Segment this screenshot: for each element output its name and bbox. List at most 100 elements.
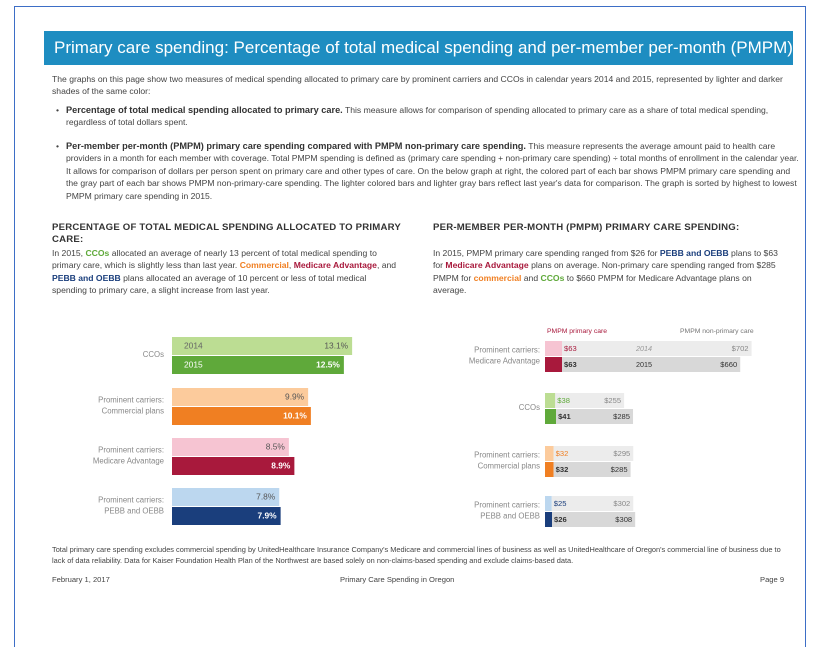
text-segment: This measure represents the average amou… — [66, 141, 799, 201]
intro: The graphs on this page show two measure… — [52, 74, 783, 97]
group-label: PEBB and OEBB — [480, 512, 540, 521]
text-segment: Commercial — [239, 260, 289, 271]
non-primary-bar — [555, 393, 625, 408]
primary-label: $38 — [557, 396, 570, 405]
bar — [172, 337, 353, 355]
value-label: 7.8% — [256, 492, 276, 502]
text-segment: , — [288, 260, 294, 271]
text-segment: commercial — [473, 272, 522, 283]
primary-label: $63 — [564, 344, 577, 353]
group-label: Commercial plans — [478, 462, 540, 471]
bar — [172, 407, 311, 425]
text-segment: This measure allows for comparison of sp… — [66, 105, 769, 128]
text-segment: Medicare Advantage — [293, 260, 377, 271]
text-segment: Medicare Advantage — [445, 260, 529, 271]
charts: CCOs 13.1% 2014 12.5% 2015 Prominent carriers… — [93, 328, 754, 527]
value-label: 13.1% — [324, 341, 348, 351]
page-frame — [14, 6, 806, 647]
text-segment: , and — [376, 260, 397, 271]
group-label: Medicare Advantage — [93, 457, 164, 466]
text-segment: plans allocated an average of 10 percent… — [52, 272, 367, 296]
primary-label: $32 — [556, 465, 569, 474]
bar — [172, 356, 344, 374]
group-label: PEBB and OEBB — [104, 507, 164, 516]
text-segment: CCOs — [540, 272, 565, 283]
primary-label: $25 — [554, 499, 567, 508]
non-primary-bar — [551, 496, 634, 511]
footer-date: February 1, 2017 — [52, 575, 110, 584]
group-label: Prominent carriers: — [474, 501, 540, 510]
primary-bar — [545, 409, 557, 424]
text-segment: and — [521, 272, 541, 283]
header-title: Primary care spending: Percentage of tot… — [44, 31, 793, 65]
bullet: Per-member per-month (PMPM) primary care… — [52, 140, 801, 202]
non-primary-bar — [562, 341, 752, 356]
section-text: In 2015, PMPM primary care spending rang… — [433, 247, 783, 297]
year-label: 2015 — [184, 360, 203, 370]
year-label: 2014 — [635, 344, 652, 353]
value-label: 7.9% — [258, 511, 278, 521]
primary-label: $63 — [564, 360, 577, 369]
bar — [172, 507, 281, 525]
non-primary-bar — [562, 357, 741, 372]
year-label: 2014 — [184, 341, 203, 351]
non-primary-label: $702 — [732, 344, 749, 353]
bullet: Percentage of total medical spending all… — [52, 104, 801, 129]
value-label: 8.9% — [271, 461, 291, 471]
group-label: CCOs — [519, 403, 540, 412]
footer-page: Page 9 — [760, 575, 785, 584]
text-segment: In 2015, PMPM primary care spending rang… — [433, 248, 660, 258]
text-segment: plans on average. Non-primary care spend… — [433, 260, 776, 283]
non-primary-label: $302 — [613, 499, 630, 508]
footer-title: Primary Care Spending in Oregon — [340, 575, 455, 584]
group-label: Prominent carriers: — [98, 496, 164, 505]
text-segment: Percentage of total medical spending all… — [66, 105, 343, 115]
section-text: In 2015, CCOs allocated an average of ne… — [52, 247, 397, 297]
non-primary-bar — [552, 512, 636, 527]
non-primary-bar — [553, 446, 634, 461]
primary-bar — [545, 341, 563, 356]
non-primary-bar — [553, 462, 631, 477]
page: Primary care spending: Percentage of tot… — [0, 0, 813, 619]
primary-bar — [545, 446, 554, 461]
value-label: 10.1% — [283, 411, 307, 421]
text-segment: PEBB and OEBB — [52, 272, 121, 283]
text-segment: CCOs — [85, 248, 110, 258]
non-primary-bar — [556, 409, 634, 424]
primary-label: $32 — [556, 449, 569, 458]
value-label: 8.5% — [266, 442, 286, 452]
primary-bar — [545, 462, 554, 477]
text-segment: In 2015, — [52, 248, 86, 258]
bar — [172, 488, 280, 506]
value-label: 9.9% — [285, 392, 305, 402]
non-primary-label: $255 — [604, 396, 621, 405]
legend-label: PMPM non-primary care — [680, 328, 754, 335]
group-label: Prominent carriers: — [98, 446, 164, 455]
bar — [172, 388, 309, 406]
value-label: 12.5% — [316, 360, 340, 370]
non-primary-label: $285 — [613, 412, 630, 421]
text-segment: to $660 PMPM for Medicare Advantage plan… — [433, 272, 752, 296]
footnote: Total primary care spending excludes com… — [52, 545, 781, 565]
group-label: Commercial plans — [102, 407, 164, 416]
section-heading: PERCENTAGE OF TOTAL MEDICAL SPENDING ALL… — [52, 222, 401, 245]
non-primary-label: $308 — [615, 515, 632, 524]
group-label: Prominent carriers: — [474, 451, 540, 460]
group-label: Medicare Advantage — [469, 357, 540, 366]
year-label: 2015 — [636, 360, 652, 369]
primary-bar — [545, 512, 553, 527]
group-label: Prominent carriers: — [98, 396, 164, 405]
group-label: Prominent carriers: — [474, 346, 540, 355]
non-primary-label: $660 — [720, 360, 737, 369]
bar — [172, 457, 295, 475]
text-segment: Per-member per-month (PMPM) primary care… — [66, 141, 526, 151]
primary-label: $26 — [554, 515, 567, 524]
non-primary-label: $295 — [613, 449, 630, 458]
primary-bar — [545, 357, 563, 372]
primary-bar — [545, 393, 556, 408]
section-heading: PER-MEMBER PER-MONTH (PMPM) PRIMARY CARE… — [433, 222, 740, 233]
text-segment: plans to $63 for — [433, 248, 778, 271]
legend-label: PMPM primary care — [547, 328, 607, 335]
group-label: CCOs — [143, 350, 164, 359]
text-segment: PEBB and OEBB — [659, 248, 729, 258]
